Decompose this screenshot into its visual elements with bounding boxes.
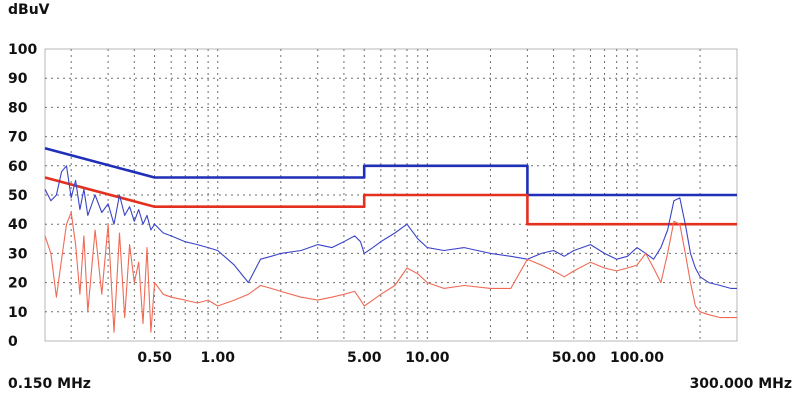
y-tick-label: 60	[8, 159, 28, 175]
y-tick-label: 80	[8, 100, 28, 116]
x-tick-label: 10.00	[405, 350, 450, 366]
x-tick-label: 100.00	[610, 350, 664, 366]
y-tick-label: 50	[8, 188, 28, 204]
y-tick-label: 90	[8, 71, 28, 87]
measured-trace-2	[44, 165, 737, 289]
x-tick-label: 50.00	[552, 350, 597, 366]
limit-line-0	[44, 147, 737, 197]
x-start-label: 0.150 MHz	[8, 376, 91, 392]
y-tick-labels: 0 10 20 30 40 50 60 70 80 90 100	[8, 42, 37, 350]
limit-line-1	[44, 176, 737, 226]
y-tick-label: 10	[8, 305, 28, 321]
y-tick-label: 70	[8, 130, 28, 146]
y-tick-label: 100	[8, 42, 37, 58]
x-tick-label: 0.50	[137, 350, 172, 366]
y-tick-label: 0	[8, 334, 18, 350]
series-group	[44, 147, 737, 333]
x-end-label: 300.000 MHz	[690, 376, 792, 392]
x-tick-label: 1.00	[200, 350, 235, 366]
y-unit-label: dBuV	[8, 2, 50, 18]
y-tick-label: 30	[8, 246, 28, 262]
y-tick-label: 20	[8, 276, 28, 292]
x-tick-label: 5.00	[347, 350, 382, 366]
y-tick-label: 40	[8, 217, 28, 233]
measured-trace-3	[44, 211, 737, 333]
x-tick-labels: 0.50 1.00 5.00 10.00 50.00 100.00	[137, 350, 664, 366]
